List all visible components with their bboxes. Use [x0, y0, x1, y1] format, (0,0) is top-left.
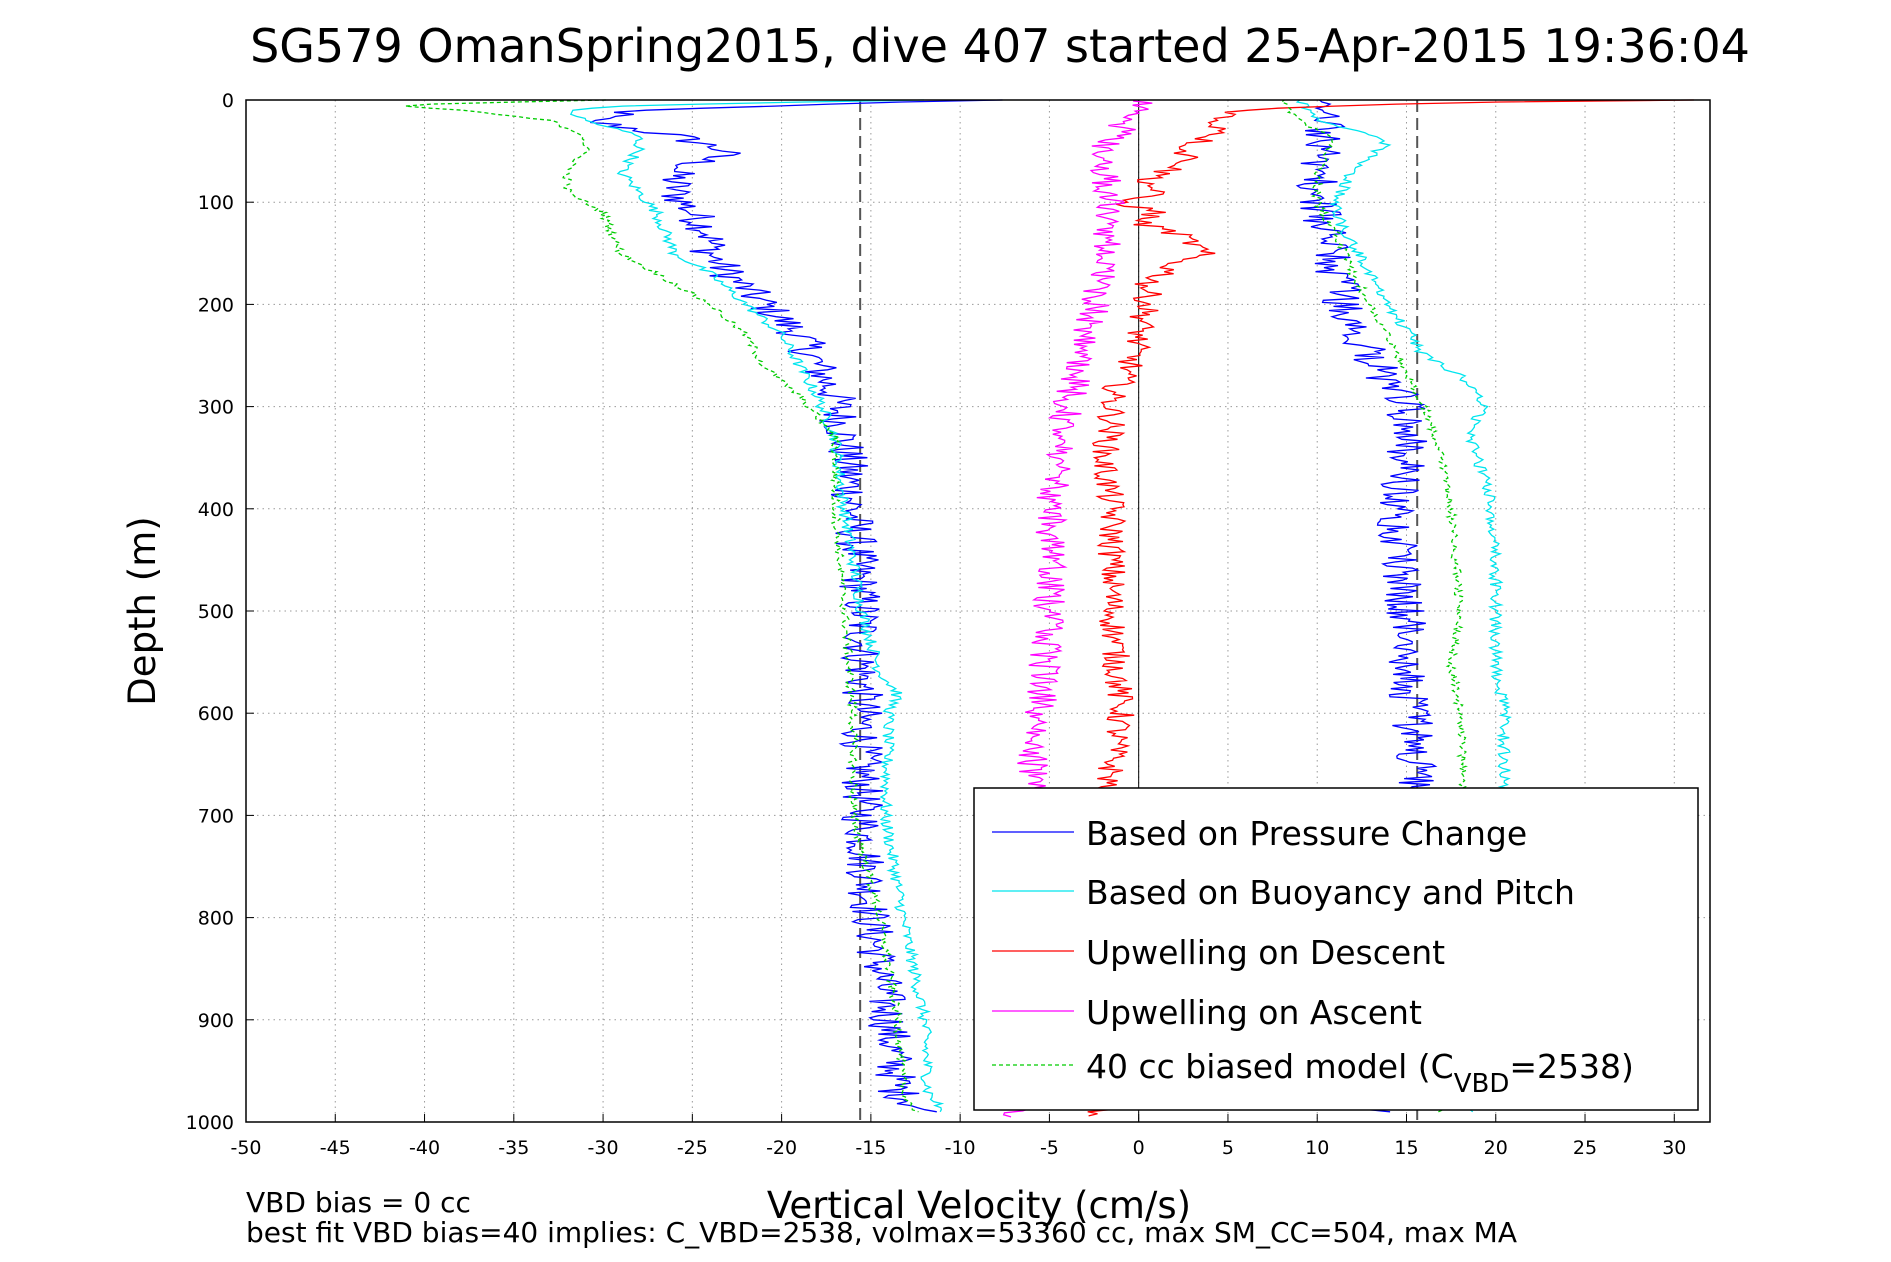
legend-label: Based on Buoyancy and Pitch — [1086, 873, 1575, 912]
x-tick-label: 5 — [1222, 1137, 1234, 1159]
legend-label-text: Based on Pressure Change — [1086, 814, 1527, 853]
x-tick-label: 15 — [1394, 1137, 1418, 1159]
series-line-based-on-pressure-change-descent — [589, 99, 1003, 1113]
chart-title: SG579 OmanSpring2015, dive 407 started 2… — [250, 19, 1750, 73]
x-axis-label: Vertical Velocity (cm/s) — [767, 1184, 1191, 1227]
y-tick-label: 900 — [198, 1010, 234, 1032]
legend: Based on Pressure Change Based on Buoyanc… — [973, 787, 1699, 1111]
legend-label-text: 40 cc biased model (C — [1086, 1047, 1454, 1086]
legend-label: Based on Pressure Change — [1086, 814, 1527, 853]
y-tick-label: 600 — [198, 703, 234, 725]
x-tick-label: 0 — [1133, 1137, 1145, 1159]
x-tick-label: -20 — [766, 1137, 797, 1159]
y-tick-label: 200 — [198, 294, 234, 316]
x-tick-label: -40 — [409, 1137, 440, 1159]
y-tick-labels: 0 100 200 300 400 500 600 700 800 900 1000 — [186, 90, 234, 1134]
legend-items: Based on Pressure Change Based on Buoyanc… — [992, 814, 1634, 1099]
x-tick-label: 30 — [1662, 1137, 1686, 1159]
y-tick-label: 1000 — [186, 1112, 234, 1134]
series-line-40-cc-biased-model-c-descent — [405, 99, 919, 1113]
y-axis-label: Depth (m) — [121, 516, 164, 705]
legend-label-suffix: =2538) — [1509, 1047, 1634, 1086]
y-tick-label: 800 — [198, 908, 234, 930]
x-tick-label: -25 — [677, 1137, 708, 1159]
x-tick-label: -35 — [498, 1137, 529, 1159]
x-tick-label: -10 — [945, 1137, 976, 1159]
legend-label: Upwelling on Ascent — [1086, 993, 1422, 1032]
x-tick-label: -5 — [1040, 1137, 1059, 1159]
legend-label-subscript: VBD — [1454, 1069, 1510, 1099]
legend-label-text: Upwelling on Ascent — [1086, 993, 1422, 1032]
legend-label: 40 cc biased model (CVBD=2538) — [1086, 1047, 1634, 1099]
legend-label-text: Based on Buoyancy and Pitch — [1086, 873, 1575, 912]
series-line-based-on-buoyancy-and-pitch-descent — [569, 99, 945, 1113]
y-tick-label: 400 — [198, 499, 234, 521]
y-tick-label: 300 — [198, 397, 234, 419]
legend-box — [973, 787, 1699, 1111]
legend-label: Upwelling on Descent — [1086, 933, 1445, 972]
y-tick-label: 500 — [198, 601, 234, 623]
x-tick-label: -45 — [320, 1137, 351, 1159]
plot-frame — [245, 99, 1711, 1123]
y-tick-label: 0 — [222, 90, 234, 112]
x-tick-label: -50 — [230, 1137, 261, 1159]
x-tick-label: 20 — [1484, 1137, 1508, 1159]
x-tick-label: 10 — [1305, 1137, 1329, 1159]
x-tick-labels: -50 -45 -40 -35 -30 -25 -20 -15 -10 -5 0 5 10 15 20 25 3… — [230, 1137, 1686, 1159]
x-tick-label: 25 — [1573, 1137, 1597, 1159]
legend-label-text: Upwelling on Descent — [1086, 933, 1445, 972]
x-tick-label: -30 — [588, 1137, 619, 1159]
y-tick-label: 700 — [198, 805, 234, 827]
footer-line-2: best fit VBD bias=40 implies: C_VBD=2538… — [246, 1216, 1517, 1249]
x-tick-label: -15 — [855, 1137, 886, 1159]
y-tick-label: 100 — [198, 192, 234, 214]
series-line-40-cc-biased-model-c-ascent — [1280, 99, 1472, 1113]
footer-line-1: VBD bias = 0 cc — [246, 1186, 471, 1219]
